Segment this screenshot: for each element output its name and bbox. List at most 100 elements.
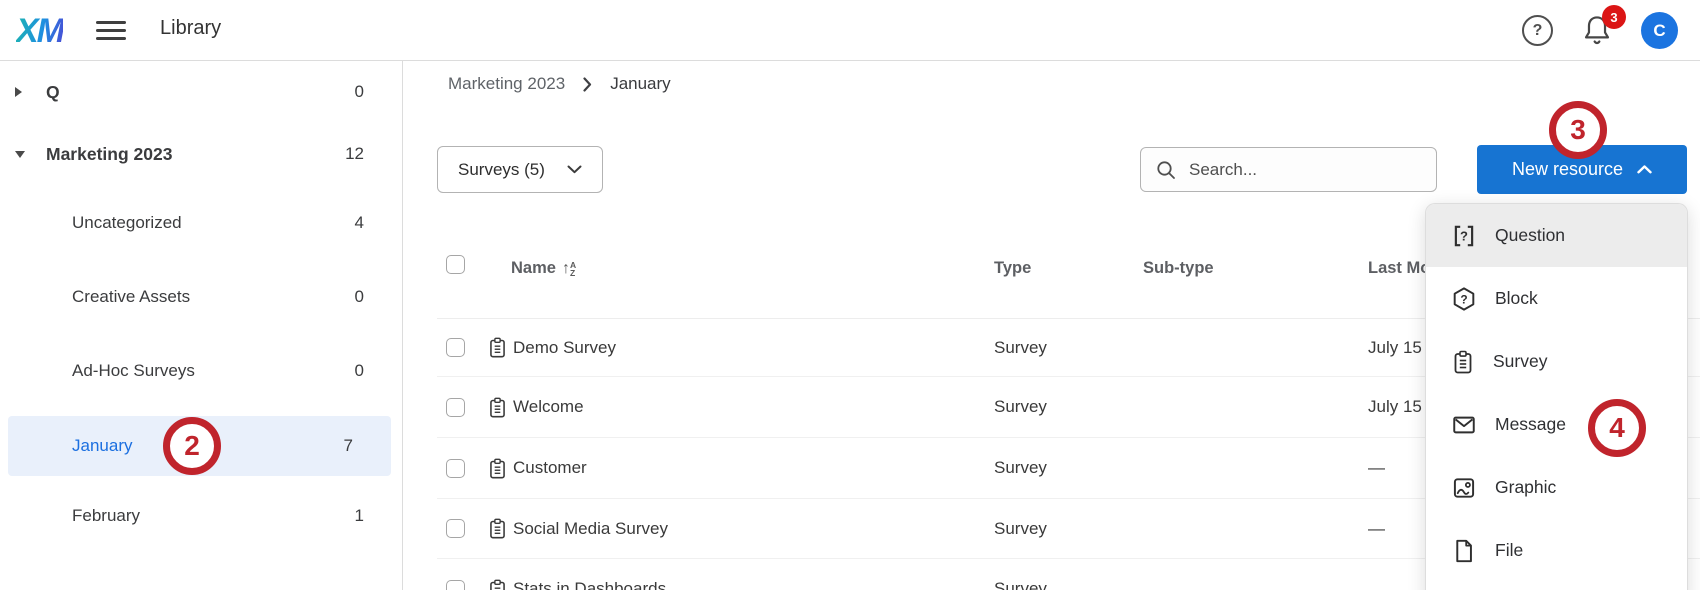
column-header-subtype[interactable]: Sub-type	[1143, 259, 1214, 277]
menu-item-label: Graphic	[1495, 477, 1557, 497]
sidebar-item-label: Q	[46, 81, 60, 102]
row-checkbox[interactable]	[446, 579, 465, 590]
hamburger-menu-icon[interactable]	[96, 21, 126, 40]
chevron-up-icon	[1637, 165, 1652, 174]
caret-down-icon[interactable]	[14, 150, 26, 159]
resource-type: Survey	[994, 518, 1047, 538]
menu-item-block[interactable]: ? Block	[1426, 267, 1687, 330]
sidebar-item-creative-assets[interactable]: Creative Assets 0	[0, 275, 402, 319]
survey-clipboard-icon	[487, 517, 508, 540]
menu-item-survey[interactable]: Survey	[1426, 330, 1687, 393]
sidebar-item-february[interactable]: February 1	[0, 494, 402, 538]
caret-right-icon[interactable]	[14, 86, 23, 98]
survey-clipboard-icon	[487, 457, 508, 480]
sidebar-item-label: Creative Assets	[72, 287, 191, 306]
new-resource-label: New resource	[1511, 159, 1624, 179]
question-brackets-icon: ?	[1451, 223, 1477, 249]
sidebar-item-marketing-2023[interactable]: Marketing 2023 12	[0, 132, 402, 176]
resource-name[interactable]: Welcome	[513, 397, 584, 416]
select-all-checkbox[interactable]	[446, 255, 465, 274]
menu-item-label: Survey	[1493, 351, 1548, 371]
breadcrumb: Marketing 2023 January	[448, 74, 671, 94]
resource-last-modified: July 15	[1368, 337, 1422, 357]
new-resource-menu: ? Question ? Block Survey Messa	[1425, 203, 1688, 590]
column-header-type[interactable]: Type	[994, 259, 1032, 277]
resource-last-modified: —	[1368, 518, 1385, 538]
search-box	[1140, 147, 1437, 192]
help-icon[interactable]: ?	[1522, 15, 1553, 46]
sidebar-item-q-library[interactable]: Q 0	[0, 70, 402, 114]
annotation-step-4: 4	[1588, 399, 1646, 457]
menu-item-question[interactable]: ? Question	[1426, 204, 1687, 267]
notifications-button[interactable]: 3	[1580, 5, 1626, 53]
resource-last-modified: —	[1368, 458, 1385, 477]
survey-clipboard-icon	[487, 396, 508, 419]
sidebar-item-label: January	[72, 436, 133, 455]
clipboard-icon	[1451, 349, 1475, 375]
xm-logo[interactable]: XM	[16, 12, 65, 50]
resource-name[interactable]: Demo Survey	[513, 337, 616, 357]
sidebar-item-count: 12	[345, 144, 364, 163]
file-icon	[1451, 538, 1477, 564]
page-title: Library	[160, 17, 222, 39]
svg-text:?: ?	[1460, 292, 1467, 306]
sidebar-item-ad-hoc-surveys[interactable]: Ad-Hoc Surveys 0	[0, 349, 402, 393]
new-resource-button[interactable]: New resource	[1477, 145, 1687, 194]
menu-item-graphic[interactable]: Graphic	[1426, 456, 1687, 519]
column-header-name[interactable]: Name	[511, 259, 556, 277]
survey-clipboard-icon	[487, 578, 508, 590]
search-input[interactable]	[1189, 159, 1409, 180]
resource-type: Survey	[994, 458, 1047, 477]
sidebar-item-label: Marketing 2023	[46, 143, 173, 164]
notification-badge: 3	[1602, 5, 1626, 29]
breadcrumb-current: January	[610, 74, 671, 93]
sidebar-item-count: 0	[354, 287, 364, 306]
chevron-down-icon	[567, 165, 582, 174]
sidebar-item-count: 0	[354, 82, 364, 101]
sidebar-item-count: 0	[354, 361, 364, 380]
resource-type: Survey	[994, 579, 1047, 590]
hexagon-question-icon: ?	[1451, 286, 1477, 312]
image-icon	[1451, 475, 1477, 501]
bell-icon	[1580, 13, 1624, 49]
sidebar: Q 0 Marketing 2023 12 Uncategorized 4 Cr…	[0, 61, 403, 590]
resource-name[interactable]: Stats in Dashboards	[513, 579, 667, 590]
menu-item-label: Block	[1495, 288, 1538, 308]
menu-item-label: File	[1495, 540, 1524, 560]
survey-clipboard-icon	[487, 336, 508, 359]
search-icon	[1155, 159, 1177, 181]
filter-label: Surveys (5)	[458, 159, 545, 179]
main-content: Marketing 2023 January Surveys (5) New r…	[404, 61, 1700, 590]
breadcrumb-parent[interactable]: Marketing 2023	[448, 74, 566, 93]
sidebar-item-count: 1	[354, 506, 364, 525]
menu-item-label: Message	[1495, 414, 1567, 434]
row-checkbox[interactable]	[446, 458, 465, 478]
avatar[interactable]: C	[1641, 12, 1678, 49]
envelope-icon	[1451, 412, 1477, 438]
resource-last-modified: July 15	[1368, 397, 1422, 416]
menu-item-file[interactable]: File	[1426, 519, 1687, 582]
resource-name[interactable]: Social Media Survey	[513, 518, 668, 538]
sidebar-item-label: Uncategorized	[72, 213, 182, 232]
sidebar-item-count: 7	[343, 436, 353, 455]
resource-type-filter-dropdown[interactable]: Surveys (5)	[437, 146, 603, 193]
menu-item-message[interactable]: Message	[1426, 393, 1687, 456]
menu-item-label: Question	[1495, 225, 1566, 245]
resource-type: Survey	[994, 337, 1047, 357]
annotation-step-2: 2	[163, 417, 221, 475]
column-header-last-modified[interactable]: Last Mo	[1368, 259, 1431, 277]
sidebar-item-label: February	[72, 506, 141, 525]
sidebar-item-uncategorized[interactable]: Uncategorized 4	[0, 201, 402, 245]
annotation-step-3: 3	[1549, 101, 1607, 159]
svg-text:?: ?	[1460, 228, 1468, 243]
chevron-right-icon	[583, 76, 592, 92]
row-checkbox[interactable]	[446, 519, 465, 538]
row-checkbox[interactable]	[446, 338, 465, 357]
top-bar: XM Library ? 3 C	[0, 0, 1700, 61]
resource-name[interactable]: Customer	[513, 458, 587, 477]
row-checkbox[interactable]	[446, 397, 465, 417]
resource-type: Survey	[994, 397, 1047, 416]
